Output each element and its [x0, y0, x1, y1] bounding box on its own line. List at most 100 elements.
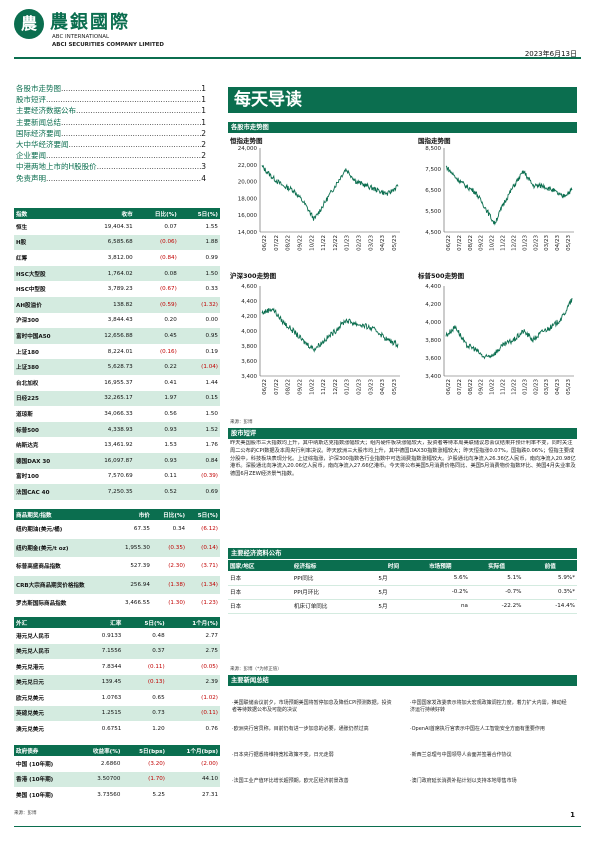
- column-header: 5日(bps): [122, 745, 167, 756]
- x-tick-label: 05/23: [566, 235, 572, 251]
- table-cell: 纽约期金(美元/t oz): [14, 538, 113, 557]
- company-logo-icon: 農: [14, 9, 44, 39]
- x-tick-label: 10/22: [309, 379, 315, 395]
- chart-hsi: 24,000 22,000 20,000 18,000 16,000 14,000 06/2…: [238, 146, 400, 251]
- table-cell: 0.65: [152, 694, 165, 701]
- x-tick-label: 12/22: [333, 235, 339, 251]
- table-cell: 0.15: [178, 390, 220, 407]
- toc-item[interactable]: 各股市走势图..................................…: [16, 83, 206, 94]
- toc-item[interactable]: 国际经济要闻..................................…: [16, 128, 206, 139]
- toc-item[interactable]: 中港两地上市的H股股价.............................…: [16, 161, 206, 172]
- table-cell: -22.2%: [469, 599, 524, 614]
- table-cell: 0.00: [205, 317, 218, 324]
- column-header: 收益率(%): [75, 745, 123, 756]
- toc-item-title: 国际经济要闻: [16, 128, 61, 138]
- table-cell: 0.84: [178, 452, 220, 469]
- toc-item[interactable]: 股市短评....................................…: [16, 94, 206, 105]
- x-tick-label: 04/23: [555, 235, 561, 251]
- y-tick-label: 3,400: [241, 374, 257, 380]
- column-header: 市场预期: [410, 560, 470, 571]
- toc-item[interactable]: 主要经济数据公布................................…: [16, 105, 206, 116]
- toc-item-title: 各股市走势图: [16, 84, 61, 93]
- x-tick-label: 10/22: [490, 379, 496, 395]
- x-tick-label: 01/23: [345, 379, 351, 395]
- table-cell: 红筹: [16, 255, 28, 262]
- table-cell: 2.75: [166, 643, 220, 659]
- table-row: 沪深300 3,844.43 0.20 0.00: [14, 313, 220, 329]
- column-header: 时间: [376, 560, 411, 571]
- table-cell: 道琼斯: [16, 411, 33, 418]
- y-tick-label: 16,000: [238, 213, 258, 219]
- table-cell: 富时中国A50: [14, 328, 80, 344]
- table-cell: 7.1556: [81, 643, 124, 659]
- table-cell: 恒生: [16, 224, 28, 231]
- table-cell: -14.4%: [523, 599, 577, 614]
- table-cell: 3.73560: [97, 791, 121, 798]
- y-tick-label: 4,500: [425, 230, 441, 236]
- table-cell: 5.6%: [410, 571, 470, 586]
- table-cell: 0.34: [172, 526, 186, 533]
- table-cell: 标普高盛商品指数: [16, 564, 61, 571]
- table-cell: 3,844.43: [107, 317, 133, 324]
- toc-leader: ........................................…: [76, 106, 201, 116]
- y-tick-label: 22,000: [238, 163, 258, 169]
- table-cell: (2.00): [201, 760, 218, 767]
- table-row: 富时中国A50 12,656.88 0.45 0.95: [14, 328, 220, 344]
- table-cell: (1.34): [187, 575, 220, 594]
- table-row: 法国CAC 40 7,250.35 0.52 0.69: [14, 484, 220, 500]
- table-row: 英磅兑美元 1.2515 0.73 (0.11): [14, 705, 220, 721]
- column-header: 政府债券: [14, 745, 76, 756]
- table-cell: 0.41: [164, 379, 177, 386]
- table-cell: 1.76: [205, 442, 218, 449]
- table-cell: 139.45: [81, 674, 124, 690]
- table-row: H股 6,585.68 (0.06) 1.88: [14, 234, 220, 251]
- table-cell: 1.53: [164, 442, 177, 449]
- toc-item-page: 2: [201, 151, 206, 161]
- toc-item-page: 1: [201, 95, 206, 105]
- table-cell: 上证180: [16, 349, 39, 356]
- y-tick-label: 4,200: [241, 314, 257, 320]
- table-row: 中国 (10年期) 2.6860 (3.20) (2.00): [14, 756, 220, 772]
- toc-leader: ........................................…: [61, 117, 202, 127]
- table-cell: 0.52: [134, 484, 179, 500]
- table-cell: 中国 (10年期): [16, 761, 54, 768]
- table-cell: 澳元兑美元: [16, 726, 44, 733]
- table-row: 美元兑日元 139.45 (0.13) 2.39: [14, 674, 220, 690]
- x-tick-label: 12/22: [333, 379, 339, 395]
- table-cell: 0.22: [134, 359, 179, 375]
- company-name-en-full: ABCI SECURITIES COMPANY LIMITED: [52, 42, 164, 48]
- table-row: 标普500 4,338.93 0.93 1.52: [14, 421, 220, 438]
- table-cell: 2.77: [205, 632, 218, 639]
- table-cell: -0.2%: [410, 585, 470, 600]
- table-cell: 5.25: [152, 791, 165, 798]
- table-cell: 罗杰斯国际商品指数: [16, 601, 67, 608]
- table-row: 道琼斯 34,066.33 0.56 1.50: [14, 406, 220, 422]
- table-cell: 纳斯达克: [16, 443, 39, 450]
- y-tick-label: 8,500: [425, 146, 441, 152]
- x-tick-label: 07/22: [457, 379, 463, 395]
- trend-line: [445, 297, 573, 360]
- table-cell: 1.50: [178, 265, 220, 282]
- toc-item[interactable]: 企业要闻....................................…: [16, 150, 206, 161]
- commodity-table: 商品期货/指数 市价 日比(%) 5日(%) 纽约期油(美元/桶) 67.35 0.34 (6…: [14, 509, 220, 613]
- x-tick-label: 04/23: [380, 235, 386, 251]
- table-cell: 标普500: [14, 421, 80, 438]
- table-cell: 0.3%*: [523, 585, 577, 600]
- table-header-row: 指数 收市 日比(%) 5日(%): [14, 208, 220, 219]
- table-cell: 0.76: [205, 725, 218, 732]
- toc-item-title: 主要新闻总结: [16, 117, 61, 127]
- x-tick-label: 05/23: [392, 235, 398, 251]
- y-tick-label: 4,200: [425, 302, 441, 308]
- index-table-wrap: 指数 收市 日比(%) 5日(%) 恒生 19,404.31 0.07 1.55 H股 6,585…: [14, 208, 220, 500]
- x-tick-label: 01/23: [345, 235, 351, 251]
- toc-item-page: 1: [201, 106, 206, 116]
- toc-item[interactable]: 免责声明....................................…: [16, 173, 206, 184]
- table-cell: 0.93: [134, 452, 179, 469]
- table-row: 罗杰斯国际商品指数 3,466.55 (1.30) (1.23): [14, 594, 220, 613]
- table-header-row: 商品期货/指数 市价 日比(%) 5日(%): [14, 509, 220, 520]
- toc-item-title: 免责声明: [16, 173, 46, 183]
- table-cell: 0.73: [123, 705, 167, 721]
- y-tick-label: 4,000: [425, 320, 441, 326]
- toc-item[interactable]: 主要新闻总结..................................…: [16, 117, 206, 128]
- toc-item[interactable]: 大中华经济要闻.................................…: [16, 139, 206, 150]
